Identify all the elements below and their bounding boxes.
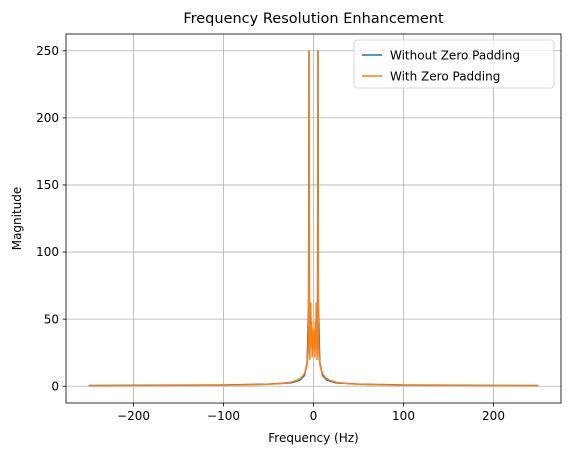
chart-title: Frequency Resolution Enhancement [183, 11, 444, 27]
legend-entry-label: With Zero Padding [390, 69, 500, 83]
x-tick-label: 200 [482, 409, 505, 423]
x-tick-label: 0 [310, 409, 318, 423]
series-line-2 [88, 50, 539, 387]
legend-entry-label: Without Zero Padding [390, 48, 520, 62]
x-axis-ticks: −200 −100 0 100 200 [117, 403, 505, 423]
x-tick-label: 100 [392, 409, 415, 423]
y-axis-ticks: 0 50 100 150 200 250 [36, 44, 66, 393]
x-tick-label: −100 [207, 409, 240, 423]
x-axis-label: Frequency (Hz) [268, 431, 359, 445]
y-tick-label: 250 [36, 44, 59, 58]
y-tick-label: 0 [51, 379, 59, 393]
y-tick-label: 100 [36, 245, 59, 259]
legend-box [353, 39, 555, 89]
series-lines [88, 50, 539, 387]
legend: Without Zero Padding With Zero Padding [353, 39, 555, 89]
y-tick-label: 150 [36, 178, 59, 192]
y-axis-label: Magnitude [10, 187, 24, 251]
plot-area [88, 50, 539, 387]
x-tick-label: −200 [117, 409, 150, 423]
y-tick-label: 50 [44, 312, 59, 326]
y-tick-label: 200 [36, 111, 59, 125]
